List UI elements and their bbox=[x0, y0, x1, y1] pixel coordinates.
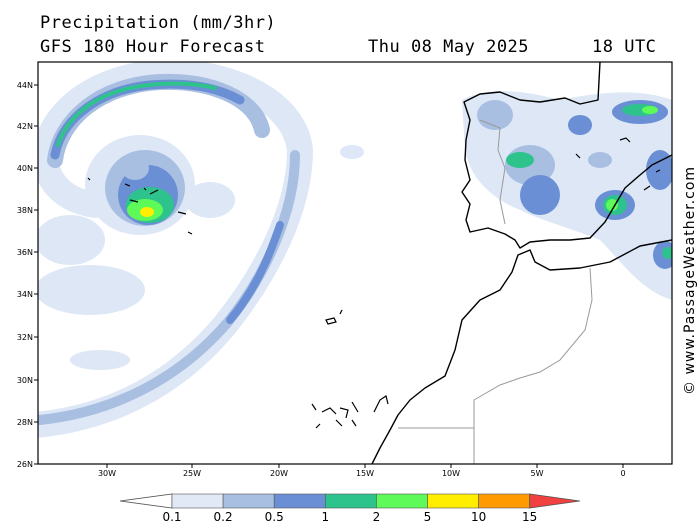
legend-swatch bbox=[427, 493, 479, 509]
legend-label: 1 bbox=[321, 510, 329, 524]
legend-label: 15 bbox=[522, 510, 537, 524]
iberia-coast bbox=[461, 62, 672, 249]
longitude-axis: 30W 25W 20W 15W 10W 5W 0 bbox=[98, 464, 626, 478]
lon-label: 5W bbox=[531, 469, 544, 478]
lat-label: 34N bbox=[17, 290, 33, 299]
precip-band-mid bbox=[226, 221, 284, 324]
lon-label: 0 bbox=[620, 469, 625, 478]
baleares-islands bbox=[575, 137, 661, 191]
lon-label: 15W bbox=[356, 469, 374, 478]
lat-label: 36N bbox=[17, 248, 33, 257]
lon-label: 30W bbox=[98, 469, 116, 478]
precipitation-legend: 0.1 0.2 0.5 1 2 5 10 15 bbox=[119, 493, 581, 524]
latitude-axis: 44N 42N 40N 38N 36N 34N 32N 30N 28N 26N bbox=[17, 81, 38, 469]
lon-label: 25W bbox=[183, 469, 201, 478]
lat-label: 28N bbox=[17, 418, 33, 427]
lon-label: 10W bbox=[442, 469, 460, 478]
borders bbox=[398, 119, 593, 464]
forecast-time: 18 UTC bbox=[592, 37, 657, 57]
legend-label: 0.5 bbox=[265, 510, 284, 524]
legend-swatch bbox=[324, 493, 377, 509]
legend-swatch bbox=[273, 493, 326, 509]
map-title: Precipitation (mm/3hr) bbox=[40, 13, 277, 33]
cyclone-core bbox=[85, 135, 195, 235]
legend-label: 0.2 bbox=[214, 510, 233, 524]
morocco-algeria-border bbox=[473, 267, 593, 464]
lat-label: 30N bbox=[17, 376, 33, 385]
precip-iberia bbox=[462, 91, 672, 300]
africa-coast bbox=[371, 239, 672, 464]
map-subtitle: GFS 180 Hour Forecast bbox=[40, 37, 266, 57]
lon-label: 20W bbox=[270, 469, 288, 478]
azores-islands bbox=[87, 177, 193, 235]
lat-label: 44N bbox=[17, 81, 33, 90]
lat-label: 42N bbox=[17, 122, 33, 131]
lat-label: 32N bbox=[17, 333, 33, 342]
legend-label: 10 bbox=[471, 510, 486, 524]
legend-label: 5 bbox=[424, 510, 432, 524]
lat-label: 26N bbox=[17, 460, 33, 469]
map-frame bbox=[37, 61, 673, 465]
credit-text: © www.PassageWeather.com bbox=[682, 165, 698, 395]
legend-label: 2 bbox=[373, 510, 381, 524]
canary-islands bbox=[311, 395, 389, 429]
precip-band-upper-teal bbox=[56, 81, 217, 147]
coastlines bbox=[371, 62, 672, 464]
forecast-date: Thu 08 May 2025 bbox=[368, 37, 530, 57]
legend-label: 0.1 bbox=[162, 510, 181, 524]
madeira-islands bbox=[325, 309, 343, 325]
lat-label: 38N bbox=[17, 206, 33, 215]
lat-label: 40N bbox=[17, 164, 33, 173]
islands bbox=[87, 137, 661, 429]
legend-swatch bbox=[376, 493, 428, 509]
legend-swatch bbox=[222, 493, 275, 509]
precipitation-field bbox=[38, 62, 672, 438]
spain-portugal-border bbox=[479, 119, 506, 225]
legend-swatch bbox=[478, 493, 531, 509]
legend-arrow-left bbox=[119, 493, 173, 509]
legend-swatch bbox=[171, 493, 224, 509]
legend-arrow-right bbox=[529, 493, 581, 509]
